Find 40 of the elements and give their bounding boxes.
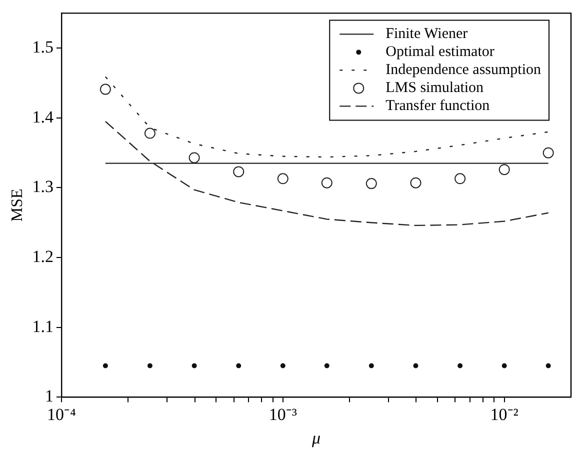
legend-label: Transfer function — [386, 98, 490, 114]
legend-label: Finite Wiener — [386, 26, 468, 42]
line-series — [104, 76, 549, 158]
y-tick-label: 1 — [44, 386, 54, 406]
point — [546, 363, 551, 368]
point — [233, 166, 244, 178]
point — [144, 128, 156, 139]
point — [366, 178, 377, 190]
point — [192, 363, 197, 368]
point — [277, 173, 288, 184]
legend-label: Optimal estimator — [386, 44, 494, 60]
point — [280, 363, 286, 368]
y-tick-label: 1.2 — [32, 247, 54, 266]
line-series — [104, 120, 549, 226]
point — [188, 152, 200, 164]
point — [102, 363, 108, 368]
point — [236, 363, 242, 368]
y-tick-label: 1.1 — [32, 316, 54, 336]
x-tick-label: 10⁻² — [490, 404, 518, 424]
point — [542, 147, 554, 158]
legend-label: LMS simulation — [386, 80, 484, 96]
x-tick-label: 10⁻⁴ — [46, 404, 76, 424]
point — [324, 363, 330, 368]
point — [458, 363, 463, 368]
legend-label: Independence assumption — [386, 62, 542, 78]
x-axis-title: μ — [310, 428, 320, 448]
point — [498, 164, 510, 176]
point — [502, 363, 507, 368]
point — [410, 177, 422, 188]
y-tick-label: 1.3 — [32, 177, 54, 196]
y-tick-label: 1.4 — [32, 107, 54, 126]
point — [413, 363, 418, 368]
point — [368, 363, 374, 368]
point — [321, 177, 332, 188]
y-axis-title: MSE — [8, 188, 26, 222]
x-tick-label: 10⁻³ — [268, 404, 297, 424]
point — [147, 363, 152, 368]
point — [454, 173, 466, 184]
point — [100, 84, 111, 95]
y-tick-label: 1.5 — [32, 38, 54, 57]
